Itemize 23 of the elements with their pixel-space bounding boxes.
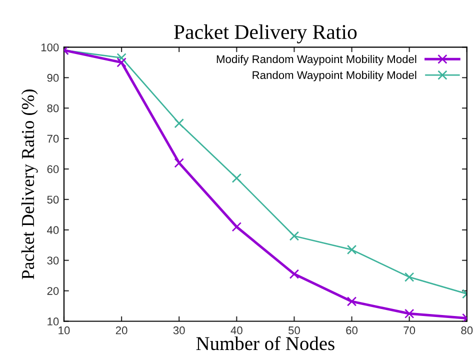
y-tick-label: 80 [47, 104, 59, 112]
y-tick-label: 50 [47, 196, 59, 204]
x-tick-label: 50 [288, 326, 300, 334]
y-tick-label: 40 [47, 226, 59, 234]
chart-title: Packet Delivery Ratio [174, 24, 357, 44]
y-tick-label: 90 [47, 74, 59, 82]
x-tick-label: 20 [116, 326, 128, 334]
x-tick-label: 40 [230, 326, 242, 334]
y-tick-label: 30 [47, 256, 59, 264]
x-tick-label: 60 [346, 326, 358, 334]
x-tick-label: 70 [404, 326, 416, 334]
y-tick-label: 100 [41, 43, 59, 52]
x-tick-label: 30 [173, 326, 185, 334]
y-tick-label: 70 [47, 134, 59, 143]
legend-label: Modify Random Waypoint Mobility Model [216, 54, 416, 66]
legend-label: Random Waypoint Mobility Model [252, 70, 416, 82]
x-tick-label: 10 [58, 326, 70, 334]
y-axis-title: Packet Delivery Ratio (%) [21, 90, 38, 280]
x-tick-label: 80 [461, 326, 473, 334]
y-tick-label: 60 [47, 165, 59, 174]
x-axis-title: Number of Nodes [196, 336, 334, 350]
y-tick-label: 20 [47, 287, 59, 295]
y-tick-label: 10 [48, 318, 59, 326]
